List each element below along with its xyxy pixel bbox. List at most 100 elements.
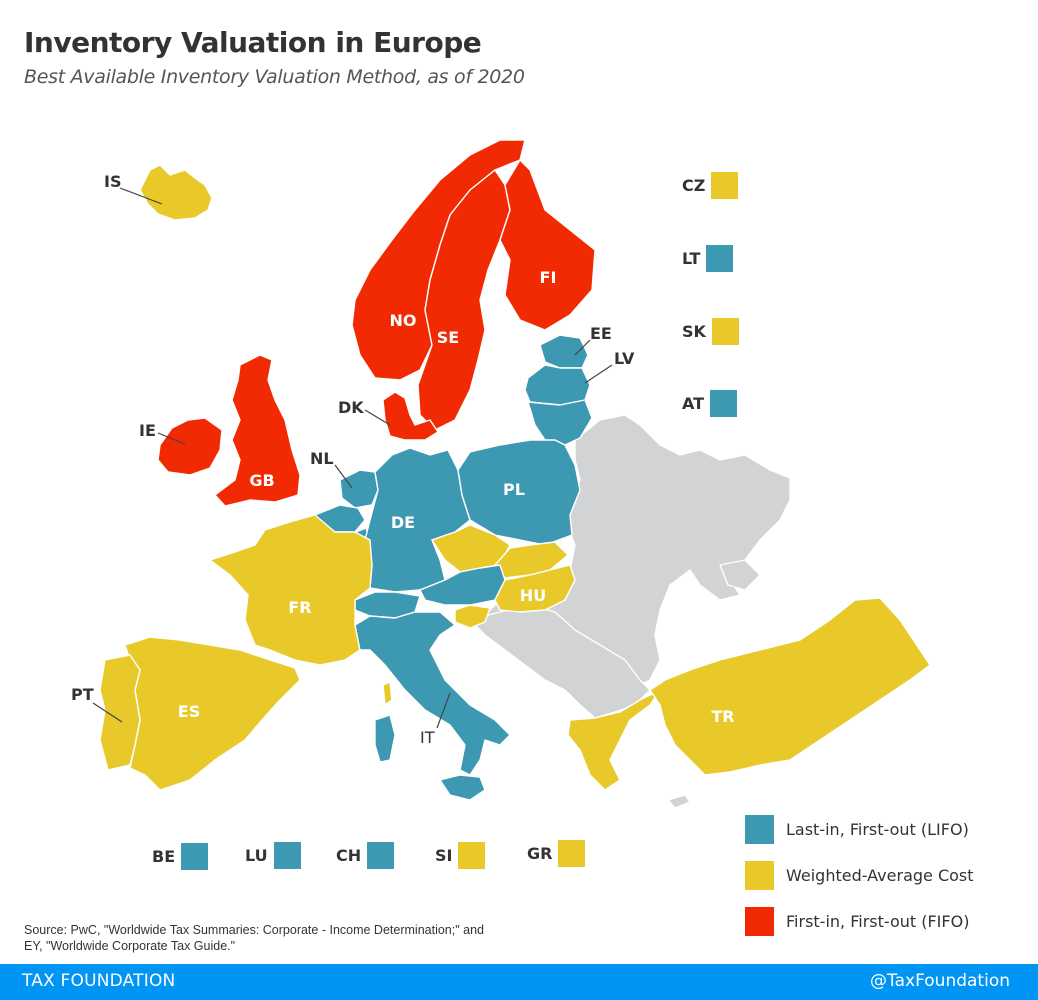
country-SE[interactable] <box>417 169 511 431</box>
leader-PT <box>92 702 123 723</box>
bottom-key-code: CH <box>336 846 362 865</box>
country-SI[interactable] <box>454 604 491 629</box>
side-key-code: AT <box>682 394 705 413</box>
label-GB: GB <box>249 471 274 490</box>
legend-swatch-fifo <box>745 906 774 936</box>
side-key-SK: SK <box>682 318 739 345</box>
bottom-key-swatch <box>273 842 301 869</box>
country-GB[interactable] <box>214 354 301 507</box>
label-DK: DK <box>338 398 364 417</box>
bottom-key-swatch <box>367 842 395 869</box>
leader-LV <box>584 364 613 384</box>
bottom-key-code: LU <box>245 846 268 865</box>
country-ES[interactable] <box>124 636 301 791</box>
country-IT[interactable] <box>354 611 511 776</box>
source-note: Source: PwC, "Worldwide Tax Summaries: C… <box>24 922 584 954</box>
bottom-key-SI: SI <box>435 842 486 869</box>
side-key-AT: AT <box>682 390 738 417</box>
bottom-key-code: SI <box>435 846 453 865</box>
side-key-swatch <box>706 245 734 272</box>
legend-item-fifo: First-in, First-out (FIFO) <box>745 898 974 944</box>
side-key-code: CZ <box>682 176 706 195</box>
label-SE: SE <box>437 328 459 347</box>
legend-item-lifo: Last-in, First-out (LIFO) <box>745 806 974 852</box>
side-key-swatch <box>710 390 738 417</box>
label-IS: IS <box>104 172 121 191</box>
label-FI: FI <box>540 268 557 287</box>
label-PT: PT <box>71 685 94 704</box>
legend-label: Last-in, First-out (LIFO) <box>786 819 969 839</box>
footer-brand[interactable]: TAX FOUNDATION <box>22 971 176 991</box>
country-PT[interactable] <box>99 654 141 771</box>
leader-IS <box>119 187 163 205</box>
bottom-key-code: BE <box>152 847 176 866</box>
legend: Last-in, First-out (LIFO) Weighted-Avera… <box>745 806 974 944</box>
country-IT-sardinia[interactable] <box>374 714 396 763</box>
country-IS[interactable] <box>139 164 213 221</box>
country-crimea[interactable] <box>719 559 761 591</box>
label-EE: EE <box>590 324 612 343</box>
bottom-key-CH: CH <box>336 842 395 869</box>
leader-DK <box>364 409 391 426</box>
label-NO: NO <box>390 311 417 330</box>
leader-IE <box>157 432 186 445</box>
bottom-key-swatch <box>558 840 586 867</box>
region-covered <box>99 139 931 801</box>
leader-NL <box>334 464 353 489</box>
country-IT-sicily[interactable] <box>439 774 486 801</box>
label-PL: PL <box>503 480 525 499</box>
label-HU: HU <box>520 586 546 605</box>
bottom-key-GR: GR <box>527 840 586 867</box>
label-TR: TR <box>711 707 734 726</box>
country-HU[interactable] <box>494 564 576 613</box>
country-IE[interactable] <box>157 417 223 476</box>
country-SK[interactable] <box>494 541 569 579</box>
bottom-key-swatch <box>181 843 209 870</box>
legend-label: Weighted-Average Cost <box>786 865 974 885</box>
side-key-LT: LT <box>682 245 734 272</box>
bottom-key-swatch <box>458 842 486 869</box>
country-FR-corsica[interactable] <box>382 681 393 706</box>
country-NL[interactable] <box>339 469 379 509</box>
side-key-CZ: CZ <box>682 172 739 199</box>
legend-label: First-in, First-out (FIFO) <box>786 911 970 931</box>
country-TR[interactable] <box>649 597 931 776</box>
country-FR[interactable] <box>209 514 373 666</box>
label-FR: FR <box>288 598 311 617</box>
bottom-key-code: GR <box>527 844 553 863</box>
side-key-swatch <box>711 318 739 345</box>
map-labels: NO SE FI GB DE PL HU FR ES TR IS IE DK N… <box>71 172 735 747</box>
legend-swatch-lifo <box>745 814 774 844</box>
side-key-code: SK <box>682 322 706 341</box>
side-key-code: LT <box>682 249 701 268</box>
leader-IT <box>436 692 451 729</box>
source-line-1: Source: PwC, "Worldwide Tax Summaries: C… <box>24 923 484 937</box>
country-LV[interactable] <box>524 364 591 406</box>
legend-swatch-wac <box>745 860 774 890</box>
label-IT: IT <box>420 728 435 747</box>
country-GR[interactable] <box>567 689 661 791</box>
page-title: Inventory Valuation in Europe <box>24 26 482 59</box>
country-FI[interactable] <box>499 159 596 331</box>
label-ES: ES <box>178 702 200 721</box>
region-no-data <box>469 414 791 809</box>
country-DE[interactable] <box>364 447 471 593</box>
leader-EE <box>574 339 591 356</box>
source-line-2: EY, "Worldwide Corporate Tax Guide." <box>24 939 236 953</box>
label-NL: NL <box>310 449 334 468</box>
side-key-swatch <box>711 172 739 199</box>
country-EE[interactable] <box>539 334 589 369</box>
legend-item-wac: Weighted-Average Cost <box>745 852 974 898</box>
label-DE: DE <box>391 513 415 532</box>
page-subtitle: Best Available Inventory Valuation Metho… <box>24 66 525 88</box>
bottom-key-LU: LU <box>245 842 301 869</box>
bottom-key-BE: BE <box>152 843 209 870</box>
footer-handle[interactable]: @TaxFoundation <box>870 971 1010 991</box>
country-cyprus[interactable] <box>667 794 691 809</box>
country-LT[interactable] <box>527 399 593 446</box>
label-IE: IE <box>139 421 156 440</box>
label-LV: LV <box>614 349 635 368</box>
country-DK[interactable] <box>382 391 439 441</box>
country-PL[interactable] <box>457 439 581 546</box>
